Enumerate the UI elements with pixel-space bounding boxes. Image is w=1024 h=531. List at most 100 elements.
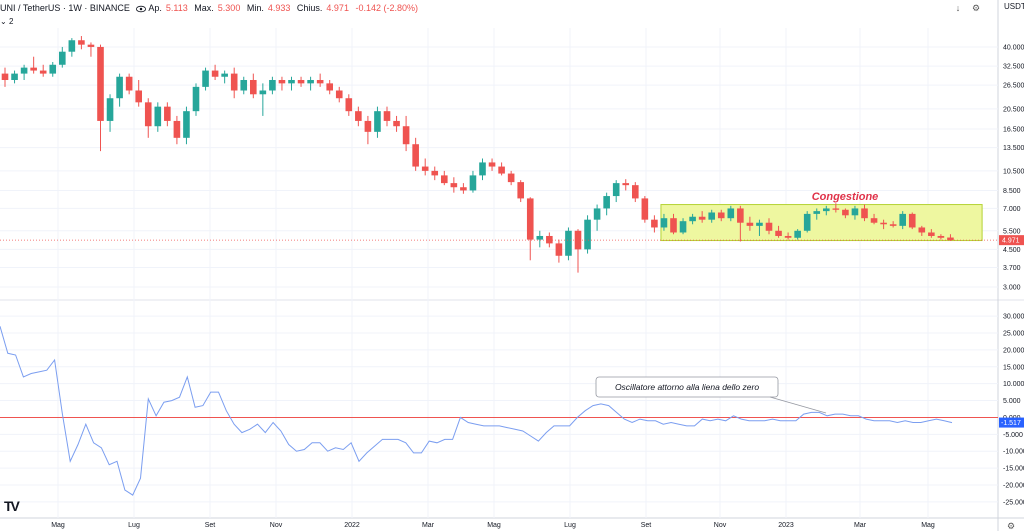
close-label: Chius. — [296, 3, 323, 13]
candle-body — [651, 219, 658, 228]
settings-icon[interactable]: ⚙ — [971, 3, 981, 13]
candle-body — [536, 235, 544, 240]
osc-tick-label: -15.000 — [1003, 466, 1024, 473]
candle-body — [861, 208, 868, 219]
candle-body — [450, 183, 458, 188]
candle-body — [517, 182, 524, 199]
candle-body — [937, 235, 945, 238]
low-value: 4.933 — [267, 3, 291, 13]
candle-body — [899, 213, 906, 226]
candle-body — [441, 175, 448, 184]
candle-body — [135, 90, 142, 103]
candle-body — [546, 235, 553, 244]
x-tick-label: Mar — [422, 522, 435, 529]
high-value: 5.300 — [217, 3, 241, 13]
oscillator-line — [0, 326, 953, 496]
candle-body — [355, 111, 362, 121]
candle-body — [717, 212, 725, 219]
price-tick-label: 4.500 — [1003, 247, 1021, 254]
candle-body — [880, 222, 887, 225]
last-price-tag — [999, 235, 1024, 246]
candle-body — [259, 90, 267, 95]
candle-body — [240, 79, 248, 91]
price-tick-label: 3.000 — [1003, 284, 1021, 291]
price-tick-label: 7.000 — [1003, 206, 1021, 213]
oscillator-annotation: Oscillatore attorno alla liena dello zer… — [615, 382, 759, 392]
candle-body — [947, 237, 954, 241]
indicator-count: 2 — [8, 17, 14, 26]
candle-body — [689, 216, 696, 222]
candle-body — [250, 79, 257, 95]
candle-body — [412, 144, 419, 167]
candle-body — [660, 218, 668, 228]
osc-tick-label: 30.000 — [1003, 314, 1024, 321]
currency-label[interactable]: USDT — [1004, 2, 1024, 11]
candle-body — [11, 73, 18, 80]
candle-body — [68, 40, 76, 52]
candle-body — [498, 166, 505, 174]
candle-body — [708, 212, 715, 220]
candle-body — [641, 198, 649, 220]
candle-body — [746, 222, 754, 226]
candle-body — [307, 79, 314, 84]
candle-body — [125, 76, 133, 91]
candle-body — [803, 213, 811, 231]
x-tick-label: Set — [641, 522, 652, 529]
candle-body — [870, 218, 878, 223]
down-arrow-icon[interactable]: ↓ — [955, 3, 961, 13]
candle-body — [78, 40, 85, 45]
osc-last-label: -1.517 — [1001, 420, 1021, 427]
price-tick-label: 40.000 — [1003, 44, 1024, 51]
callout-pointer — [769, 396, 827, 414]
chart-header: UNI / TetherUS · 1W · BINANCE Ap. 5.113 M… — [0, 0, 900, 16]
candle-body — [832, 208, 840, 210]
candle-body — [612, 183, 620, 197]
osc-tick-label: -25.000 — [1003, 499, 1024, 506]
price-tick-label: 10.500 — [1003, 168, 1024, 175]
eye-icon[interactable] — [136, 5, 147, 13]
candle-body — [469, 175, 477, 191]
osc-tick-label: 15.000 — [1003, 364, 1024, 371]
candle-body — [202, 70, 209, 87]
candle-body — [393, 120, 400, 127]
osc-last-tag — [999, 417, 1024, 428]
candle-body — [144, 102, 152, 127]
candle-body — [269, 79, 276, 91]
candle-body — [727, 208, 735, 219]
candle-body — [574, 230, 582, 250]
indicator-toggle[interactable]: ⌄ 2 — [0, 16, 13, 28]
candle-body — [326, 83, 333, 91]
price-tick-label: 20.500 — [1003, 106, 1024, 113]
x-tick-label: Lug — [128, 522, 140, 529]
change-value: -0.142 (-2.80%) — [355, 3, 418, 13]
x-tick-label: 2023 — [778, 522, 794, 529]
candle-body — [173, 120, 181, 138]
candle-body — [737, 208, 744, 223]
candle-body — [39, 70, 47, 74]
candle-body — [345, 98, 353, 112]
candle-body — [784, 235, 792, 238]
candle-body — [670, 218, 677, 233]
candle-body — [918, 227, 926, 233]
candle-body — [928, 232, 935, 236]
symbol-label[interactable]: UNI / TetherUS · 1W · BINANCE — [0, 3, 130, 13]
candle-body — [603, 196, 610, 209]
candle-body — [908, 213, 916, 228]
candle-body — [335, 90, 343, 99]
candle-body — [584, 219, 591, 250]
candle-body — [288, 79, 295, 84]
open-value: 5.113 — [165, 3, 188, 13]
axes: Mag Lug Set Nov 2022 Mar Mag Lug Set Nov 2023 Mar Ma… — [0, 44, 1024, 531]
candle-body — [565, 230, 572, 256]
oscillator-series — [0, 326, 998, 496]
candle-body — [775, 230, 782, 236]
chevron-icon[interactable]: ⌄ — [0, 17, 7, 26]
candle-body — [851, 208, 859, 216]
candle-body — [297, 79, 305, 84]
candle-body — [192, 86, 200, 112]
candle-body — [316, 79, 324, 84]
candle-body — [507, 173, 515, 183]
congestion-annotation: Congestione — [812, 191, 879, 203]
